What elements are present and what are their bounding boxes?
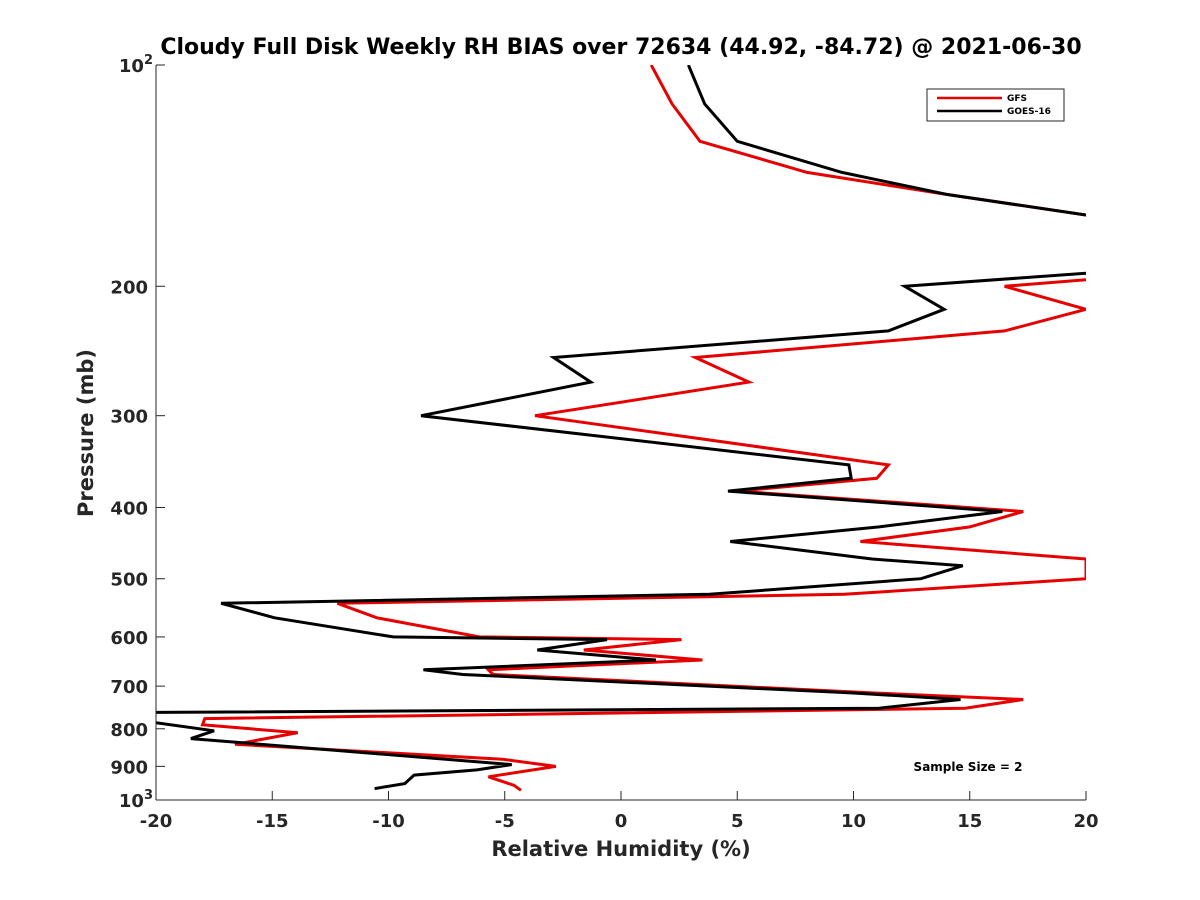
x-tick-label: -20 <box>140 811 173 832</box>
legend-box <box>926 88 1065 122</box>
x-tick-label: 15 <box>957 811 982 832</box>
x-axis-label: Relative Humidity (%) <box>491 837 750 861</box>
legend-entry-label: GOES-16 <box>1007 107 1051 117</box>
y-tick-label: 600 <box>110 628 148 649</box>
plot-area <box>155 65 1086 801</box>
y-tick-label: 500 <box>110 570 148 591</box>
x-tick-label: 0 <box>615 811 628 832</box>
chart-title: Cloudy Full Disk Weekly RH BIAS over 726… <box>160 35 1081 60</box>
y-tick-label: 900 <box>110 757 148 778</box>
y-tick-label: 200 <box>110 277 148 298</box>
x-tick-label: 10 <box>841 811 866 832</box>
series-line-goes-16 <box>156 65 1086 791</box>
x-tick-label: -5 <box>495 811 515 832</box>
y-tick-label: 800 <box>110 720 148 741</box>
x-axis: -20 -15 -10 -5 0 5 10 15 20 <box>140 791 1099 832</box>
y-axis-label: Pressure (mb) <box>74 349 98 517</box>
series-lines <box>156 65 1086 792</box>
y-tick-label: 103 <box>119 788 153 812</box>
y-tick-label: 400 <box>110 499 148 520</box>
x-tick-label: 20 <box>1073 811 1098 832</box>
legend-entry-label: GFS <box>1007 94 1027 104</box>
y-tick-label: 300 <box>110 407 148 428</box>
x-tick-label: -15 <box>256 811 289 832</box>
legend: GFS GOES-16 <box>926 88 1065 122</box>
y-tick-label: 700 <box>110 677 148 698</box>
y-axis: 102 200 300 400 500 600 700 800 900 103 <box>110 53 165 812</box>
sample-size-annotation: Sample Size = 2 <box>914 760 1023 774</box>
x-tick-label: -10 <box>372 811 405 832</box>
y-tick-label: 102 <box>119 53 153 77</box>
x-tick-label: 5 <box>731 811 744 832</box>
